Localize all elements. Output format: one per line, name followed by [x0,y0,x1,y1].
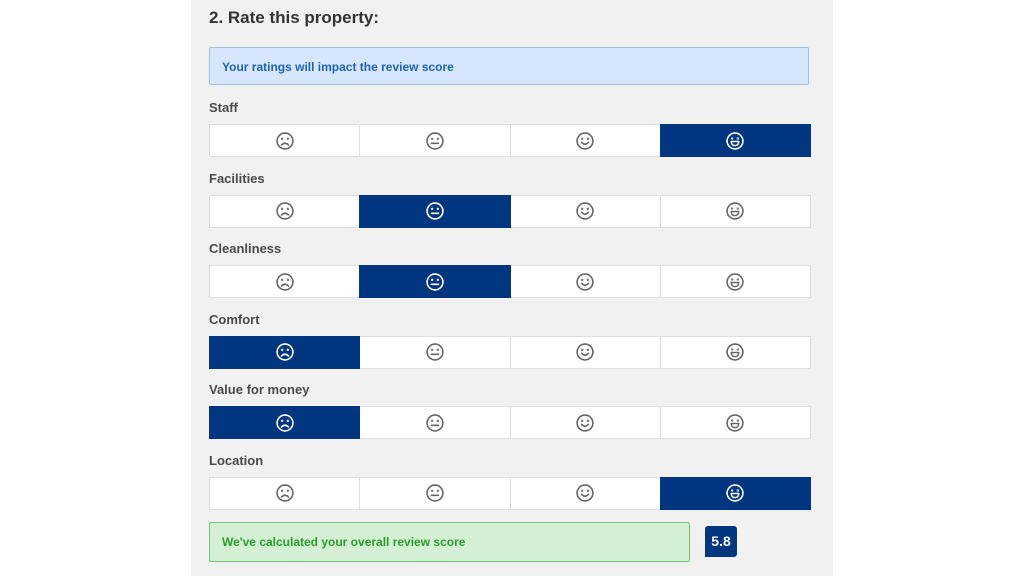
rating-option-sad-face[interactable] [209,476,361,510]
rating-options [209,406,811,439]
sad-face-icon [275,201,295,221]
big-smile-face-icon [725,201,745,221]
rating-option-neutral-face[interactable] [359,265,511,298]
rating-option-big-smile-face[interactable] [659,194,811,228]
rating-category: Staff [209,99,811,157]
smile-face-icon [575,483,595,503]
neutral-face-icon [425,272,445,292]
rating-option-big-smile-face[interactable] [659,265,811,298]
rating-category: Cleanliness [209,240,811,298]
big-smile-face-icon [725,272,745,292]
rating-option-neutral-face[interactable] [359,194,511,228]
rating-category: Facilities [209,170,811,228]
category-label: Comfort [209,311,260,327]
rating-option-neutral-face[interactable] [359,406,511,439]
sad-face-icon [275,483,295,503]
big-smile-face-icon [725,342,745,362]
big-smile-face-icon [725,413,745,433]
rating-option-sad-face[interactable] [209,124,361,157]
result-banner: We've calculated your overall review sco… [209,522,690,562]
rating-option-big-smile-face[interactable] [659,406,811,439]
info-banner: Your ratings will impact the review scor… [209,47,809,85]
rating-option-smile-face[interactable] [509,124,661,157]
rating-options [209,124,811,157]
rating-panel: 2. Rate this property: Your ratings will… [191,0,833,576]
category-label: Location [209,452,264,468]
rating-option-smile-face[interactable] [509,335,661,369]
sad-face-icon [275,131,295,151]
rating-option-smile-face[interactable] [509,194,661,228]
sad-face-icon [275,272,295,292]
rating-options [209,265,811,298]
smile-face-icon [575,342,595,362]
smile-face-icon [575,413,595,433]
rating-category: Comfort [209,311,811,369]
big-smile-face-icon [725,131,745,151]
rating-option-smile-face[interactable] [509,265,661,298]
rating-option-sad-face[interactable] [209,265,361,298]
smile-face-icon [575,201,595,221]
neutral-face-icon [425,483,445,503]
rating-option-smile-face[interactable] [509,476,661,510]
smile-face-icon [575,131,595,151]
rating-category: Value for money [209,381,811,439]
rating-options [209,335,811,369]
neutral-face-icon [425,131,445,151]
category-label: Cleanliness [209,241,282,256]
rating-option-big-smile-face[interactable] [659,476,811,510]
neutral-face-icon [425,201,445,221]
rating-options [209,476,811,510]
category-label: Value for money [209,382,310,397]
rating-option-sad-face[interactable] [209,406,361,439]
rating-option-big-smile-face[interactable] [659,335,811,369]
neutral-face-icon [425,413,445,433]
rating-option-smile-face[interactable] [509,406,661,439]
rating-option-sad-face[interactable] [209,194,361,228]
smile-face-icon [575,272,595,292]
rating-options [209,194,811,228]
category-label: Staff [209,100,238,115]
section-title: 2. Rate this property: [209,8,380,27]
overall-score-badge: 5.8 [705,526,737,557]
rating-option-sad-face[interactable] [209,335,361,369]
neutral-face-icon [425,342,445,362]
category-label: Facilities [209,170,265,186]
rating-option-neutral-face[interactable] [359,335,511,369]
rating-option-neutral-face[interactable] [359,124,511,157]
rating-option-big-smile-face[interactable] [659,124,811,157]
sad-face-icon [275,342,295,362]
big-smile-face-icon [725,483,745,503]
rating-option-neutral-face[interactable] [359,476,511,510]
sad-face-icon [275,413,295,433]
rating-category: Location [209,452,811,510]
